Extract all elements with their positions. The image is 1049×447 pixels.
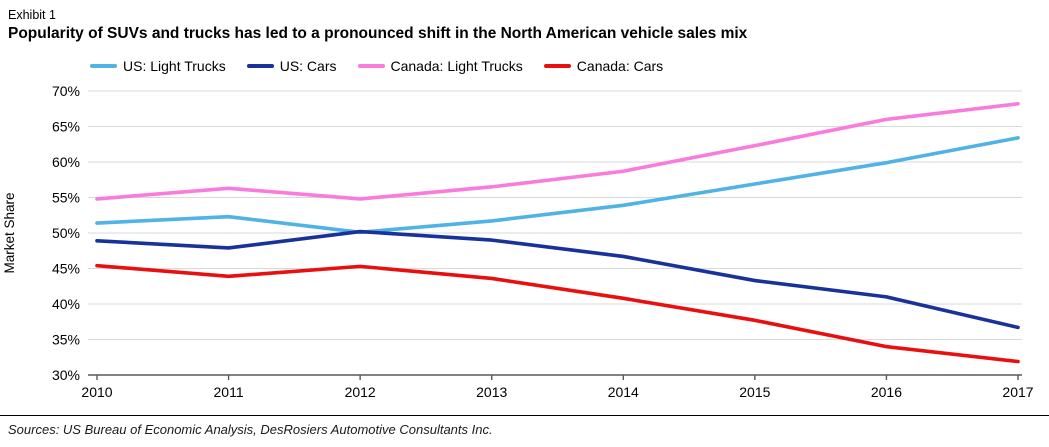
chart-legend: US: Light Trucks US: Cars Canada: Light Tr… — [90, 57, 1049, 75]
sources-note: Sources: US Bureau of Economic Analysis,… — [0, 415, 1049, 447]
series-line-canada-cars — [95, 263, 1020, 364]
exhibit-label: Exhibit 1 — [8, 8, 56, 22]
y-tick-label: 65% — [52, 119, 80, 135]
x-tick-label: 2016 — [871, 384, 902, 400]
page-title: Popularity of SUVs and trucks has led to… — [8, 25, 748, 42]
y-tick-label: 45% — [52, 261, 80, 277]
x-tick-label: 2011 — [214, 384, 244, 400]
x-tick-label: 2013 — [476, 384, 507, 400]
x-tick-label: 2010 — [81, 384, 112, 400]
y-tick-label: 70% — [52, 83, 80, 99]
legend-label: US: Light Trucks — [123, 58, 226, 74]
legend-label: US: Cars — [279, 58, 337, 74]
legend-item-canada-light-trucks: Canada: Light Trucks — [357, 58, 523, 74]
legend-item-us-cars: US: Cars — [246, 58, 337, 74]
legend-label: Canada: Cars — [576, 58, 664, 74]
legend-swatch-us-light-trucks — [90, 64, 117, 68]
y-tick-label: 35% — [52, 332, 80, 348]
legend-swatch-canada-cars — [543, 64, 571, 68]
x-tick-label: 2014 — [608, 384, 639, 400]
series-line-us-light-trucks — [95, 136, 1020, 235]
legend-item-us-light-trucks: US: Light Trucks — [90, 58, 226, 74]
legend-swatch-us-cars — [246, 64, 274, 68]
y-tick-label: 30% — [52, 367, 80, 383]
y-tick-label: 55% — [52, 190, 80, 206]
legend-swatch-canada-light-trucks — [357, 64, 385, 68]
x-tick-label: 2017 — [1002, 384, 1033, 400]
series-line-canada-light-trucks — [95, 101, 1020, 201]
y-axis-title: Market Share — [2, 192, 17, 273]
line-chart: 30% 35% 40% 45% 50% 55% 60% 65% 70% 2010 2011 2012 2… — [2, 83, 1034, 400]
y-tick-label: 40% — [52, 296, 80, 312]
y-tick-label: 60% — [52, 154, 80, 170]
y-tick-label: 50% — [52, 225, 80, 241]
x-tick-label: 2012 — [345, 384, 376, 400]
legend-item-canada-cars: Canada: Cars — [543, 58, 664, 74]
x-tick-label: 2015 — [739, 384, 770, 400]
legend-label: Canada: Light Trucks — [390, 58, 523, 74]
series-line-us-cars — [95, 229, 1020, 330]
